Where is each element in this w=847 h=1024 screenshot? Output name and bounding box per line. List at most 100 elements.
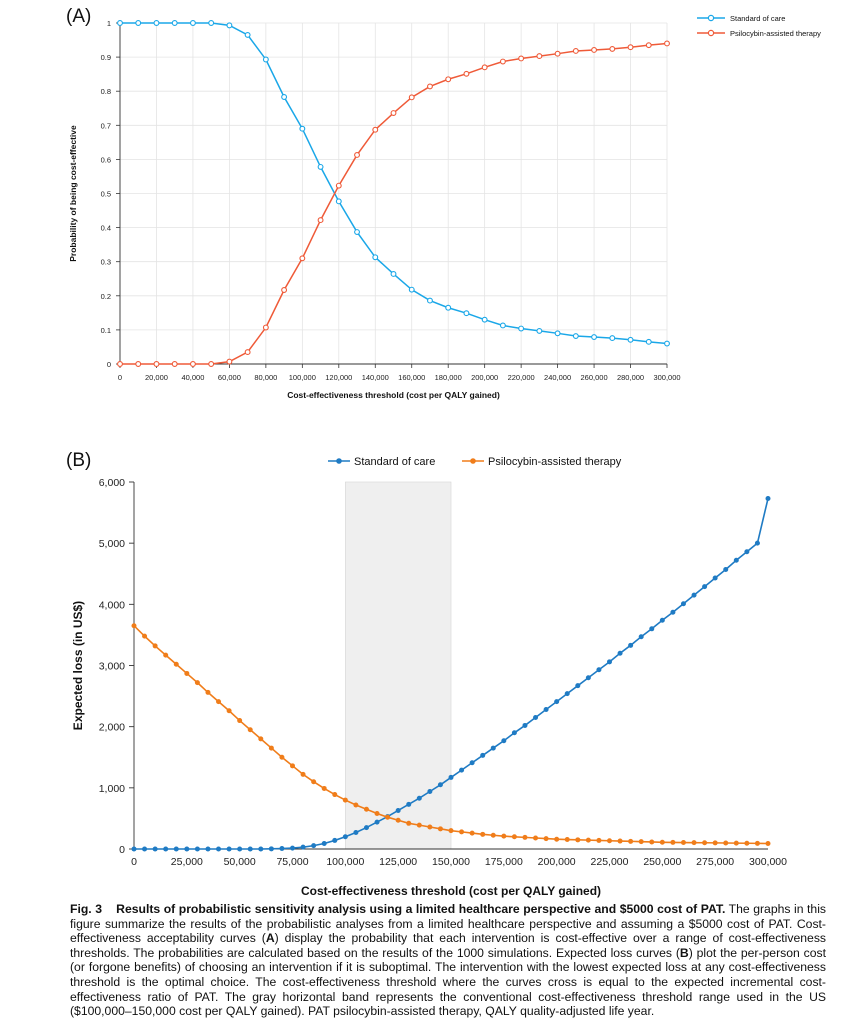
- data-point: [390, 271, 397, 277]
- data-point: [765, 496, 771, 502]
- data-point: [659, 617, 665, 623]
- data-point: [290, 845, 295, 851]
- data-point: [469, 760, 475, 766]
- data-point: [374, 811, 380, 817]
- chart-a: (A) 0 20,000 40,000 60,000 80,000 100,000 120,…: [66, 6, 821, 400]
- caption-bold-b: B: [679, 945, 689, 960]
- data-point: [723, 566, 729, 572]
- data-point: [501, 833, 507, 839]
- data-point: [754, 840, 760, 846]
- y-tick-label: 1: [107, 19, 111, 28]
- x-tick-label: 80,000: [254, 373, 277, 382]
- data-point: [596, 667, 602, 673]
- data-point: [268, 846, 274, 852]
- data-point: [765, 840, 771, 846]
- data-point: [437, 826, 443, 832]
- data-point: [459, 767, 465, 773]
- data-point: [317, 217, 324, 224]
- y-tick-label: 0.8: [101, 87, 111, 96]
- x-tick-label: 175,000: [485, 856, 523, 868]
- data-point: [342, 834, 348, 840]
- x-tick-label: 100,000: [326, 856, 364, 868]
- x-tick-label: 200,000: [471, 373, 498, 382]
- data-point: [300, 844, 306, 850]
- data-point: [342, 797, 348, 803]
- x-tick-label: 0: [118, 373, 122, 382]
- chart-b-threshold-band: [345, 481, 452, 850]
- data-point: [670, 609, 676, 615]
- y-tick-label: 0.3: [101, 258, 111, 267]
- data-point: [135, 361, 142, 367]
- data-point: [321, 785, 327, 791]
- data-point: [152, 643, 158, 649]
- data-point: [226, 358, 233, 365]
- chart-b-axes: 0 25,000 50,000 75,000 100,000 125,000 150,000…: [71, 477, 787, 898]
- y-tick-label: 0: [119, 844, 125, 856]
- data-point: [237, 846, 243, 852]
- data-point: [607, 659, 612, 665]
- data-point: [744, 840, 750, 846]
- data-point: [427, 824, 433, 830]
- x-axis-title: Cost-effectiveness threshold (cost per Q…: [287, 390, 500, 400]
- data-point: [131, 846, 137, 852]
- data-point: [490, 832, 496, 838]
- data-point: [226, 708, 232, 714]
- data-point: [354, 152, 360, 158]
- y-tick-label: 6,000: [99, 477, 125, 489]
- data-point: [406, 820, 412, 826]
- data-point: [184, 670, 190, 676]
- chart-b: (B) Standard of care Psilocybin-assisted…: [66, 450, 787, 898]
- chart-a-grid: [119, 22, 668, 365]
- data-point: [564, 691, 570, 697]
- data-point: [501, 738, 507, 744]
- data-point: [363, 825, 369, 831]
- data-point: [649, 626, 655, 632]
- panel-b-label: (B): [66, 450, 91, 471]
- data-point: [226, 22, 233, 29]
- data-point: [152, 846, 158, 852]
- data-point: [117, 361, 123, 367]
- data-point: [499, 322, 506, 329]
- data-point: [564, 837, 570, 843]
- data-point: [627, 336, 634, 343]
- data-point: [279, 754, 285, 760]
- x-tick-label: 0: [131, 856, 137, 868]
- data-point: [680, 840, 686, 846]
- data-point: [518, 325, 525, 332]
- data-point: [533, 714, 539, 720]
- data-point: [142, 633, 148, 639]
- data-point: [522, 834, 528, 840]
- data-point: [332, 837, 338, 843]
- data-point: [591, 46, 598, 53]
- data-point: [244, 31, 251, 38]
- data-point: [390, 110, 397, 116]
- data-point: [406, 801, 412, 807]
- y-tick-label: 0.6: [101, 155, 111, 164]
- x-tick-label: 300,000: [653, 373, 680, 382]
- data-point: [511, 730, 517, 736]
- data-point: [448, 828, 454, 834]
- data-point: [480, 752, 486, 758]
- data-point: [480, 831, 486, 837]
- y-tick-label: 0.5: [101, 190, 111, 199]
- data-point: [237, 718, 243, 724]
- x-tick-label: 150,000: [432, 856, 470, 868]
- data-point: [299, 125, 306, 132]
- data-point: [416, 822, 422, 828]
- y-tick-label: 0.9: [101, 53, 111, 62]
- data-point: [723, 840, 729, 846]
- data-point: [712, 575, 718, 581]
- chart-b-legend: Standard of care Psilocybin-assisted the…: [328, 456, 622, 468]
- data-point: [205, 689, 211, 695]
- x-tick-label: 260,000: [581, 373, 608, 382]
- data-point: [142, 846, 148, 852]
- data-point: [216, 846, 222, 852]
- x-tick-label: 200,000: [538, 856, 576, 868]
- x-tick-label: 60,000: [218, 373, 241, 382]
- y-tick-label: 0.1: [101, 326, 111, 335]
- data-point: [712, 840, 718, 846]
- data-point: [427, 83, 433, 90]
- data-point: [596, 837, 602, 843]
- data-point: [638, 839, 644, 845]
- data-point: [247, 846, 253, 852]
